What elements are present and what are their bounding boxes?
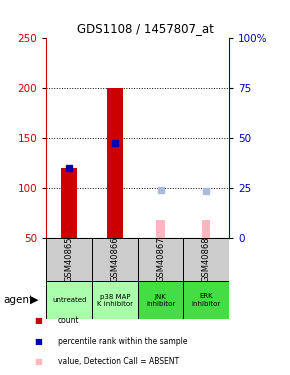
Text: count: count	[58, 316, 80, 325]
Text: ■: ■	[34, 316, 42, 325]
Bar	[157, 220, 165, 238]
Text: agent: agent	[3, 295, 33, 305]
Text: ■: ■	[34, 357, 42, 366]
Bar	[202, 220, 210, 238]
Text: value, Detection Call = ABSENT: value, Detection Call = ABSENT	[58, 357, 179, 366]
Text: GSM40867: GSM40867	[156, 237, 165, 282]
Bar	[92, 238, 138, 281]
Text: ERK
inhibitor: ERK inhibitor	[192, 294, 221, 306]
Bar	[184, 281, 229, 319]
Bar	[184, 238, 229, 281]
Text: percentile rank within the sample: percentile rank within the sample	[58, 337, 188, 346]
Text: p38 MAP
K inhibitor: p38 MAP K inhibitor	[97, 294, 133, 306]
Bar	[92, 281, 138, 319]
Bar	[138, 281, 184, 319]
Bar	[138, 238, 184, 281]
Text: GSM40866: GSM40866	[110, 237, 119, 282]
Bar	[46, 281, 92, 319]
Text: untreated: untreated	[52, 297, 86, 303]
Text: GDS1108 / 1457807_at: GDS1108 / 1457807_at	[77, 22, 213, 34]
Text: ▶: ▶	[30, 295, 39, 305]
Bar	[46, 238, 92, 281]
Bar	[107, 88, 123, 238]
Text: JNK
inhibitor: JNK inhibitor	[146, 294, 175, 306]
Text: GSM40865: GSM40865	[65, 237, 74, 282]
Text: GSM40868: GSM40868	[202, 237, 211, 282]
Text: ■: ■	[34, 337, 42, 346]
Bar	[61, 168, 77, 238]
